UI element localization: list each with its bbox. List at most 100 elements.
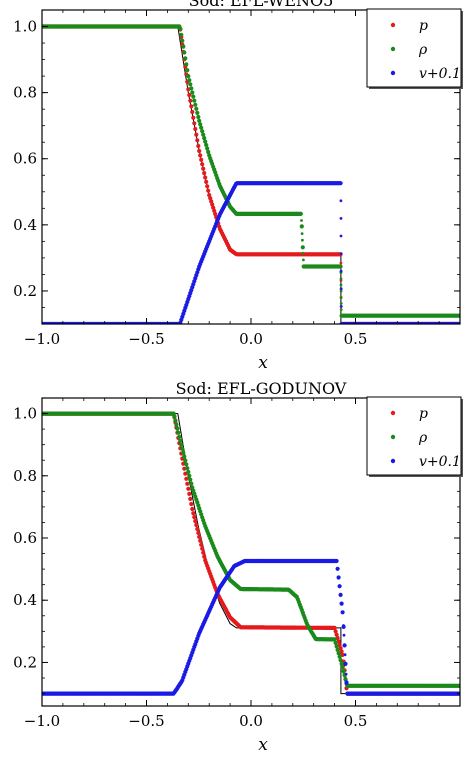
data-point — [205, 146, 210, 151]
data-point — [191, 511, 196, 516]
y-tick-label: 0.8 — [13, 467, 37, 485]
x-tick-label: −0.5 — [128, 712, 164, 730]
data-point — [195, 526, 200, 532]
data-point — [199, 542, 204, 547]
legend: pρ v+0.1 — [366, 8, 463, 89]
data-point — [184, 476, 189, 481]
data-point — [342, 671, 346, 675]
data-point — [298, 211, 303, 216]
data-point — [339, 305, 343, 308]
data-point — [206, 149, 211, 155]
data-point — [181, 450, 186, 455]
x-axis-label: x — [258, 735, 268, 755]
data-point — [336, 575, 341, 580]
x-tick-label: −0.5 — [128, 330, 164, 348]
data-point — [200, 162, 205, 167]
data-point — [172, 414, 177, 419]
y-tick-label: 1.0 — [13, 405, 37, 423]
x-tick-label: 0.0 — [239, 330, 263, 348]
data-point — [301, 245, 305, 249]
data-point — [193, 519, 198, 524]
data-point — [342, 659, 345, 663]
legend: pρ v+0.1 — [366, 396, 463, 477]
data-point — [188, 496, 193, 501]
data-point — [342, 624, 345, 627]
data-point — [344, 663, 347, 666]
series-1 — [42, 411, 460, 688]
series-1 — [42, 24, 460, 318]
data-point — [199, 157, 204, 162]
y-tick-label: 0.4 — [13, 216, 37, 234]
data-point — [339, 277, 343, 281]
legend-marker — [390, 70, 396, 76]
data-point — [344, 678, 347, 681]
data-point — [186, 486, 191, 491]
data-point — [339, 261, 343, 265]
data-point — [196, 114, 201, 120]
data-point — [180, 446, 185, 451]
data-point — [334, 632, 339, 637]
data-point — [187, 491, 192, 496]
data-point — [195, 138, 200, 143]
data-point — [344, 672, 348, 676]
data-point — [188, 98, 193, 103]
data-point — [198, 538, 203, 543]
data-point — [332, 625, 337, 631]
data-point — [192, 121, 197, 126]
data-point — [188, 477, 193, 482]
data-point — [197, 534, 202, 540]
data-point — [191, 94, 196, 99]
legend-marker — [390, 434, 396, 440]
data-point — [343, 675, 347, 679]
data-point — [189, 86, 194, 91]
data-point — [202, 136, 207, 141]
data-point — [199, 125, 204, 130]
plot-area — [42, 24, 460, 324]
data-point — [335, 566, 340, 571]
data-point — [206, 188, 211, 193]
y-tick-label: 1.0 — [13, 18, 37, 36]
data-point — [342, 669, 345, 673]
legend-box — [366, 396, 462, 476]
y-tick-label: 0.6 — [13, 150, 37, 168]
data-point — [189, 501, 194, 507]
data-point — [178, 438, 183, 443]
data-point — [200, 546, 205, 551]
legend-box — [366, 8, 462, 88]
data-point — [203, 175, 208, 180]
chart-title: Sod: EFL-GODUNOV — [176, 379, 347, 398]
data-point — [339, 217, 343, 220]
series-2 — [42, 558, 460, 696]
data-point — [300, 232, 304, 236]
data-point — [343, 643, 346, 647]
data-point — [300, 219, 303, 222]
data-point — [204, 142, 209, 148]
data-point — [185, 68, 190, 73]
data-point — [339, 252, 343, 256]
legend-label: v+0.1 — [419, 66, 461, 82]
legend-label: v+0.1 — [419, 454, 461, 470]
data-point — [338, 592, 343, 598]
data-point — [339, 199, 343, 203]
data-point — [339, 661, 344, 666]
data-point — [334, 558, 339, 564]
x-axis-label: x — [258, 353, 268, 373]
data-point — [193, 126, 198, 132]
data-point — [340, 652, 345, 658]
data-point — [193, 102, 198, 107]
legend-label: p — [419, 18, 428, 34]
data-point — [173, 418, 178, 423]
data-point — [181, 44, 186, 49]
x-tick-label: −1.0 — [24, 330, 60, 348]
y-tick-label: 0.2 — [13, 282, 37, 300]
data-point — [210, 202, 215, 207]
data-point — [187, 473, 192, 478]
plot-area — [42, 411, 460, 696]
data-point — [194, 132, 199, 137]
data-point — [190, 90, 195, 95]
data-point — [192, 515, 197, 520]
data-point — [345, 682, 348, 686]
data-point — [197, 118, 202, 123]
chart-title: Sod: EFL-WENO5 — [189, 0, 334, 10]
